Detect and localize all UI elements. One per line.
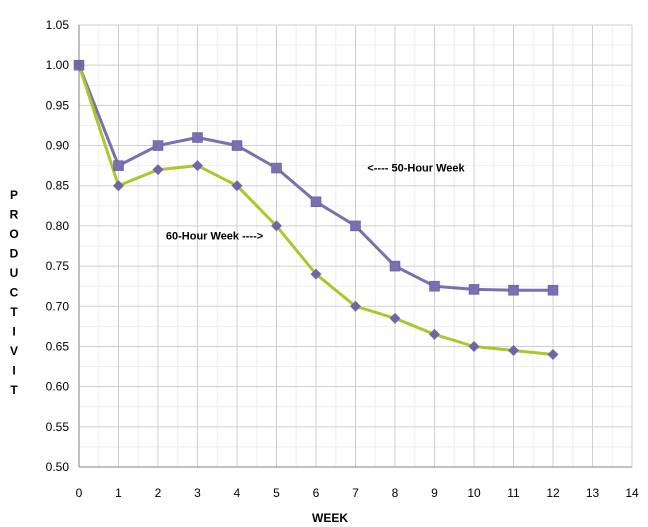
- y-tick-label: 0.80: [46, 219, 70, 233]
- annotation-label: <---- 50-Hour Week: [367, 162, 465, 174]
- y-axis-title-letter: P: [10, 188, 18, 202]
- y-tick-label: 0.65: [46, 339, 70, 353]
- data-point-50-hour: [271, 162, 282, 174]
- x-tick-label: 9: [431, 486, 438, 500]
- y-axis-title-letter: U: [10, 266, 19, 280]
- y-tick-labels: 0.50 0.55 0.60 0.65 0.70 0.75 0.80 0.85 0.90 0.95…: [46, 18, 70, 474]
- y-tick-label: 0.75: [46, 259, 70, 273]
- x-tick-label: 10: [467, 486, 481, 500]
- data-point-50-hour: [508, 284, 519, 296]
- data-point-60-hour: [113, 180, 124, 192]
- data-point-60-hour: [468, 340, 480, 352]
- data-point-60-hour: [429, 328, 440, 340]
- y-tick-label: 0.70: [46, 299, 70, 313]
- data-point-60-hour: [231, 180, 243, 192]
- x-tick-label: 4: [234, 486, 241, 500]
- y-axis-title-letter: I: [12, 325, 15, 339]
- x-tick-label: 1: [115, 486, 122, 500]
- data-point-50-hour: [389, 260, 401, 272]
- x-axis-title: WEEK: [312, 511, 348, 525]
- y-tick-label: 0.50: [46, 460, 70, 474]
- y-tick-label: 0.55: [46, 420, 70, 434]
- data-point-60-hour: [152, 164, 164, 176]
- y-axis-title-letter: I: [12, 364, 15, 378]
- data-point-50-hour: [468, 284, 480, 295]
- data-point-60-hour: [73, 59, 85, 71]
- x-tick-label: 14: [625, 486, 639, 500]
- y-tick-label: 1.00: [46, 58, 70, 72]
- y-tick-label: 1.05: [46, 18, 70, 32]
- data-point-60-hour: [192, 160, 203, 172]
- data-point-60-hour: [547, 348, 559, 360]
- x-tick-label: 11: [507, 486, 520, 500]
- y-axis-title-letter: T: [10, 305, 18, 319]
- data-point-50-hour: [113, 160, 124, 171]
- data-point-50-hour: [547, 284, 559, 296]
- x-tick-label: 12: [546, 486, 560, 500]
- data-point-50-hour: [350, 220, 361, 232]
- y-axis-title-letter: D: [10, 247, 19, 261]
- x-tick-label: 0: [76, 486, 83, 500]
- x-tick-label: 3: [194, 486, 201, 500]
- y-axis-title-letter: R: [10, 208, 19, 222]
- y-tick-label: 0.95: [46, 98, 70, 112]
- data-point-60-hour: [508, 344, 519, 356]
- x-tick-label: 8: [392, 486, 399, 500]
- y-axis-title-letter: O: [9, 227, 18, 241]
- x-tick-label: 6: [313, 486, 320, 500]
- y-axis-title-letter: C: [10, 286, 19, 300]
- y-tick-label: 0.85: [46, 179, 70, 193]
- axes: [78, 25, 633, 468]
- y-axis-title-letter: T: [10, 383, 18, 397]
- annotation-label: 60-Hour Week ---->: [166, 231, 263, 243]
- data-point-50-hour: [152, 140, 164, 151]
- series-markers: [73, 59, 559, 360]
- data-point-50-hour: [429, 280, 440, 292]
- data-point-50-hour: [231, 140, 243, 151]
- x-tick-label: 5: [273, 486, 280, 500]
- data-point-50-hour: [310, 196, 322, 208]
- data-point-60-hour: [350, 300, 361, 312]
- data-point-50-hour: [192, 132, 203, 143]
- y-tick-label: 0.60: [46, 380, 70, 394]
- data-point-60-hour: [389, 312, 401, 324]
- y-axis-title-letter: V: [10, 344, 18, 358]
- x-tick-label: 7: [352, 486, 359, 500]
- annotations: <---- 50-Hour Week 60-Hour Week ---->: [166, 162, 466, 242]
- x-tick-label: 13: [586, 486, 600, 500]
- x-tick-labels: 0 1 2 3 4 5 6 7 8 9 10 11 12 13 14: [76, 486, 639, 500]
- y-tick-label: 0.90: [46, 139, 70, 153]
- x-tick-label: 2: [155, 486, 162, 500]
- data-point-60-hour: [271, 220, 282, 232]
- data-point-60-hour: [310, 268, 322, 280]
